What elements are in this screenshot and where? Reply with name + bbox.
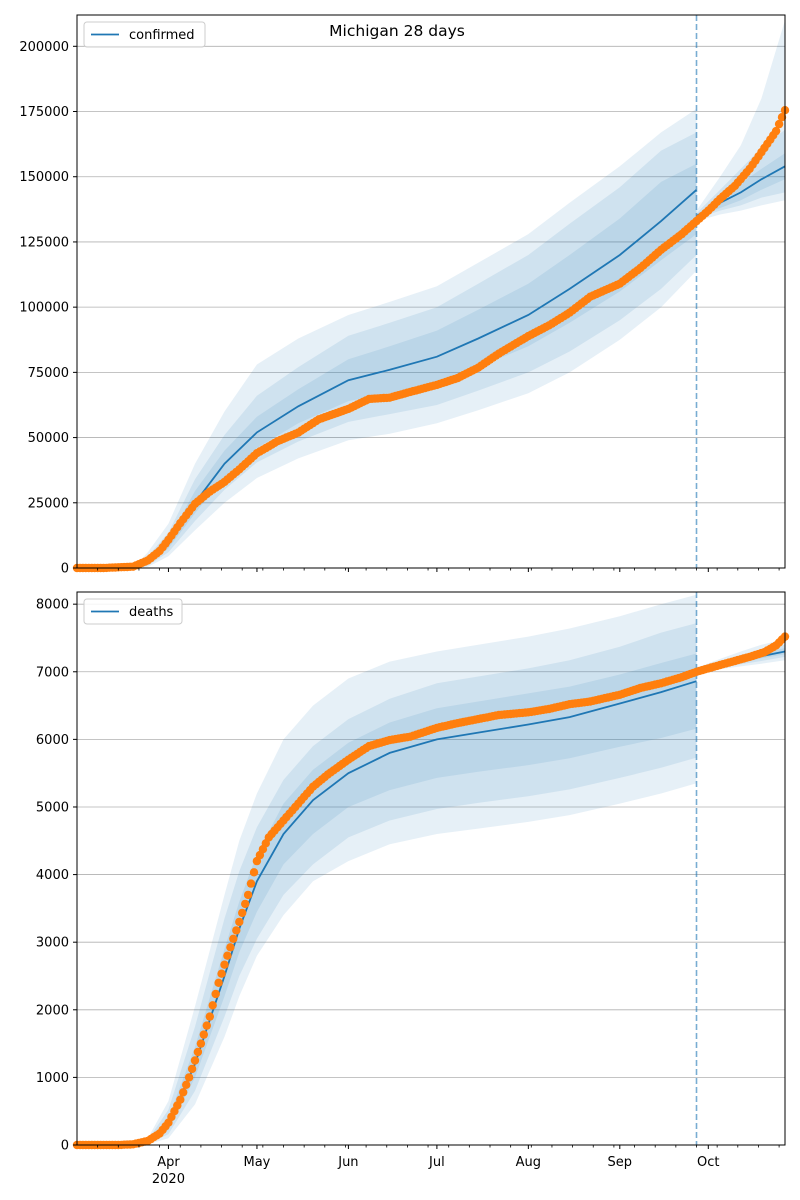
confirmed-observed-point xyxy=(771,126,781,136)
confirmed-fit-band-80 xyxy=(77,132,697,568)
deaths-fit-band-95 xyxy=(77,594,697,1145)
deaths-observed-point xyxy=(229,934,238,943)
deaths-observed-point xyxy=(208,1001,217,1010)
deaths-observed-point xyxy=(176,1095,185,1104)
deaths-observed-point xyxy=(196,1039,206,1048)
confirmed-axes-frame xyxy=(76,14,786,569)
deaths-observed-point xyxy=(220,960,229,969)
confirmed-legend-box xyxy=(83,21,206,48)
deaths-observed-point xyxy=(199,1030,208,1039)
deaths-observed-point xyxy=(226,943,235,952)
deaths-axes-frame xyxy=(76,591,786,1146)
deaths-panel: 0 1000 2000 3000 4000 5000 6000 7000 8000 Apr May J… xyxy=(36,591,790,1170)
deaths-observed-point xyxy=(190,1056,200,1065)
deaths-y-tick-label: 1000 xyxy=(36,1071,69,1086)
deaths-y-tick-label: 4000 xyxy=(36,868,69,883)
figure-title: Michigan 28 days xyxy=(329,22,465,40)
deaths-y-tick-label: 6000 xyxy=(36,733,69,748)
deaths-observed-point xyxy=(238,908,247,918)
deaths-fit-band-50 xyxy=(77,653,697,1145)
deaths-fit-band-80 xyxy=(77,623,697,1145)
confirmed-y-tick-label: 75000 xyxy=(28,366,69,381)
confirmed-y-tick-label: 200000 xyxy=(19,40,69,55)
x-tick-label-jun: Jun xyxy=(337,1155,358,1170)
deaths-observed-point xyxy=(205,1012,214,1021)
deaths-observed-point xyxy=(214,978,223,987)
deaths-observed-point xyxy=(179,1088,188,1097)
deaths-observed-point xyxy=(241,899,250,909)
confirmed-fit-band-50 xyxy=(77,163,697,568)
deaths-legend-label: deaths xyxy=(129,605,174,620)
confirmed-y-tick-label: 175000 xyxy=(19,105,69,120)
x-year-label: 2020 xyxy=(152,1172,185,1187)
deaths-observed-point xyxy=(235,917,244,927)
deaths-observed-point xyxy=(223,951,232,960)
confirmed-y-tick-label: 0 xyxy=(61,562,69,577)
x-tick-label-sep: Sep xyxy=(608,1155,633,1170)
deaths-y-tick-label: 2000 xyxy=(36,1003,69,1018)
deaths-observed-point xyxy=(187,1064,197,1074)
confirmed-panel: 0 25000 50000 75000 100000 125000 150000 175000… xyxy=(19,14,790,577)
deaths-y-tick-label: 5000 xyxy=(36,800,69,815)
confirmed-y-tick-label: 50000 xyxy=(28,431,69,446)
confirmed-fit-band-95 xyxy=(77,108,697,569)
deaths-observed-point xyxy=(243,890,253,900)
deaths-observed-point xyxy=(211,989,220,999)
confirmed-y-tick-label: 150000 xyxy=(19,170,69,185)
deaths-y-tick-label: 0 xyxy=(61,1139,69,1154)
deaths-observed-point xyxy=(249,868,259,877)
deaths-legend-box xyxy=(83,598,183,625)
confirmed-plot-area xyxy=(77,15,785,568)
confirmed-forecast-band-95 xyxy=(696,20,785,222)
confirmed-y-tick-label: 25000 xyxy=(28,496,69,511)
confirmed-observed-point xyxy=(777,113,787,122)
x-tick-label-may: May xyxy=(244,1155,271,1170)
x-tick-label-aug: Aug xyxy=(516,1155,541,1170)
deaths-observed-point xyxy=(246,879,256,888)
deaths-observed-point xyxy=(193,1047,203,1057)
deaths-y-tick-label: 3000 xyxy=(36,936,69,951)
confirmed-observed-point xyxy=(774,119,784,129)
x-tick-label-jul: Jul xyxy=(428,1155,445,1170)
deaths-observed-point xyxy=(217,969,226,978)
confirmed-legend-label: confirmed xyxy=(129,28,195,43)
x-tick-label-apr: Apr xyxy=(157,1155,180,1170)
deaths-observed-point xyxy=(184,1073,194,1082)
confirmed-y-tick-label: 100000 xyxy=(19,301,69,316)
deaths-observed-point xyxy=(202,1021,211,1030)
deaths-observed-point xyxy=(182,1080,191,1090)
deaths-observed-point xyxy=(232,926,241,935)
deaths-y-tick-label: 8000 xyxy=(36,598,69,613)
confirmed-y-tick-label: 125000 xyxy=(19,235,69,250)
deaths-y-tick-label: 7000 xyxy=(36,665,69,680)
x-tick-label-oct: Oct xyxy=(697,1155,719,1170)
